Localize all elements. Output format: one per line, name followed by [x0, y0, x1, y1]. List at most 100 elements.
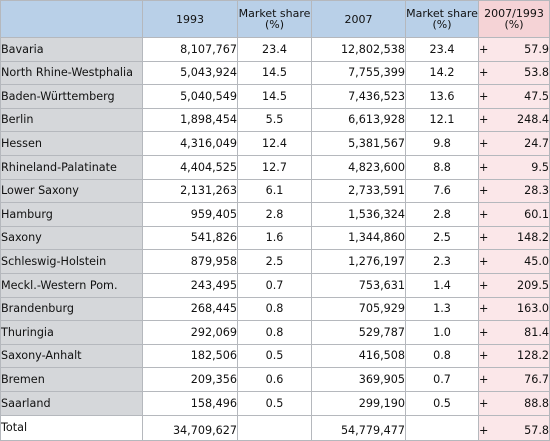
market-share-2007-cell: 2.3: [405, 249, 479, 274]
market-share-1993-cell: 12.7: [237, 154, 312, 180]
change-sign: +: [479, 325, 489, 339]
market-share-1993-cell: 0.8: [237, 296, 312, 322]
visitors-1993-cell: 182,506: [142, 343, 238, 369]
market-share-2007-cell: 23.4: [405, 37, 479, 62]
change-cell: +24.7: [478, 131, 550, 156]
state-cell-text: Saxony-Anhalt: [1, 349, 82, 363]
market-share-1993-cell-text: 0.6: [265, 373, 284, 386]
market-share-1993-cell-text: 0.8: [265, 325, 284, 339]
change-cell: +47.5: [478, 84, 550, 109]
market-share-2007-cell: [405, 414, 479, 441]
market-share-1993-cell-text: 0.5: [265, 396, 284, 410]
change-value: 209.5: [516, 278, 549, 292]
market-share-1993-cell-text: 6.1: [265, 184, 284, 198]
market-share-1993-cell: 2.8: [237, 202, 312, 227]
state-cell: Hamburg: [0, 202, 143, 227]
visitors-2007-cell: 12,802,538: [311, 37, 406, 62]
state-cell: Lower Saxony: [0, 178, 143, 204]
table-row: Thuringia 292,069 0.8 529,787 1.0 +81.4: [0, 320, 550, 345]
market-share-2007-cell-text: 2.8: [433, 207, 451, 221]
visitors-2007-cell-text: 529,787: [358, 325, 405, 339]
change-cell: +9.5: [478, 154, 550, 180]
market-share-2007-cell-text: 0.5: [433, 396, 451, 410]
table-header: 1993 Market share (%) 2007 Market share …: [0, 0, 550, 38]
change-cell: +209.5: [478, 272, 550, 298]
market-share-2007-cell-text: 12.1: [429, 113, 455, 127]
table-row: Bavaria 8,107,767 23.4 12,802,538 23.4 +57.9: [0, 37, 550, 62]
market-share-1993-cell-text: 14.5: [262, 66, 287, 80]
visitors-2007-cell: 4,823,600: [311, 154, 406, 180]
table-row: Baden-Württemberg 5,040,549 14.5 7,436,523 1…: [0, 84, 550, 109]
visitors-2007-cell-text: 753,631: [358, 278, 405, 292]
table-row: Berlin 1,898,454 5.5 6,613,928 12.1 +248.4: [0, 107, 550, 133]
market-share-2007-cell: 9.8: [405, 131, 479, 156]
visitors-1993-cell: 243,495: [142, 272, 238, 298]
change-cell: +60.1: [478, 202, 550, 227]
market-share-2007-cell: 1.3: [405, 296, 479, 322]
state-cell-text: Bavaria: [1, 42, 44, 56]
visitors-2007-cell: 416,508: [311, 343, 406, 369]
table-row: Saarland 158,496 0.5 299,190 0.5 +88.8: [0, 390, 550, 416]
visitors-1993-cell: 2,131,263: [142, 178, 238, 204]
change-cell: +57.8: [478, 414, 550, 441]
market-share-2007-cell: 8.8: [405, 154, 479, 180]
market-share-1993-cell: 1.6: [237, 225, 312, 251]
state-cell-text: Saxony: [1, 231, 42, 245]
change-sign: +: [479, 396, 489, 410]
visitors-1993-cell-text: 5,040,549: [180, 89, 237, 103]
state-cell-text: Hessen: [1, 137, 42, 151]
state-cell: Brandenburg: [0, 296, 143, 322]
visitors-2007-cell-text: 1,276,197: [348, 255, 405, 269]
visitors-1993-cell: 959,405: [142, 202, 238, 227]
market-share-2007-cell: 1.0: [405, 320, 479, 345]
change-value: 57.9: [524, 42, 549, 56]
visitors-1993-cell-text: 541,826: [190, 231, 237, 245]
visitors-2007-cell: 7,755,399: [311, 60, 406, 86]
total-row: Total 34,709,627 54,779,477 +57.8: [0, 414, 550, 441]
state-cell-text: Schleswig-Holstein: [1, 255, 107, 269]
change-value: 57.8: [524, 423, 549, 437]
state-cell: Saxony-Anhalt: [0, 343, 143, 369]
state-cell-text: Hamburg: [1, 207, 53, 221]
visitors-2007-cell-text: 12,802,538: [340, 42, 405, 56]
state-cell-text: Thuringia: [1, 325, 54, 339]
visitors-1993-cell-text: 243,495: [190, 278, 237, 292]
header-market-share-1993: Market share (%): [237, 0, 312, 38]
change-sign: +: [479, 278, 489, 292]
market-share-1993-cell: [237, 414, 312, 441]
market-share-1993-cell: 0.8: [237, 320, 312, 345]
market-share-1993-cell-text: 12.4: [262, 137, 287, 151]
state-cell: Rhineland-Palatinate: [0, 154, 143, 180]
state-cell: Thuringia: [0, 320, 143, 345]
market-share-1993-cell: 12.4: [237, 131, 312, 156]
header-row: 1993 Market share (%) 2007 Market share …: [0, 0, 550, 38]
market-share-2007-cell-text: 0.7: [433, 373, 451, 386]
visitors-2007-cell: 5,381,567: [311, 131, 406, 156]
visitors-1993-cell: 879,958: [142, 249, 238, 274]
change-value: 248.4: [516, 113, 549, 127]
table-row: Hamburg 959,405 2.8 1,536,324 2.8 +60.1: [0, 202, 550, 227]
visitors-1993-cell-text: 34,709,627: [172, 423, 237, 437]
state-cell: Berlin: [0, 107, 143, 133]
market-share-2007-cell: 0.7: [405, 367, 479, 392]
market-share-2007-cell-text: 14.2: [429, 66, 455, 80]
visitors-2007-cell: 1,276,197: [311, 249, 406, 274]
market-share-2007-cell: 0.5: [405, 390, 479, 416]
change-value: 76.7: [524, 373, 549, 386]
change-value: 47.5: [524, 89, 549, 103]
visitors-2007-cell-text: 1,344,860: [348, 231, 405, 245]
market-share-1993-cell-text: 12.7: [262, 160, 287, 174]
change-sign: +: [479, 66, 489, 80]
table-row: Bremen 209,356 0.6 369,905 0.7 +76.7: [0, 367, 550, 392]
change-sign: +: [479, 113, 489, 127]
change-value: 81.4: [524, 325, 549, 339]
change-sign: +: [479, 423, 489, 437]
market-share-2007-cell: 2.8: [405, 202, 479, 227]
state-cell: Meckl.-Western Pom.: [0, 272, 143, 298]
state-cell-text: Bremen: [1, 373, 45, 386]
change-value: 28.3: [524, 184, 549, 198]
table-row: Saxony 541,826 1.6 1,344,860 2.5 +148.2: [0, 225, 550, 251]
change-sign: +: [479, 373, 489, 386]
market-share-2007-cell: 14.2: [405, 60, 479, 86]
market-share-2007-cell-text: 1.4: [433, 278, 451, 292]
